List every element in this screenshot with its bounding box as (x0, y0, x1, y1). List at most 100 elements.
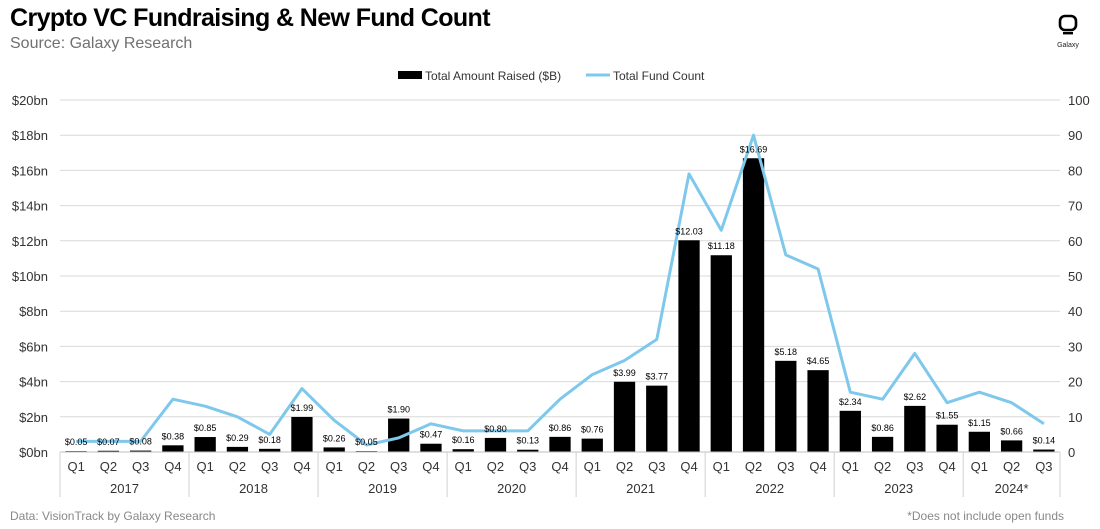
year-label: 2024* (995, 481, 1029, 496)
bar (517, 449, 539, 452)
x-tick-label: Q3 (906, 459, 923, 474)
bar (710, 255, 732, 452)
bar (162, 445, 184, 452)
bar-data-label: $0.76 (581, 425, 604, 435)
bar (742, 158, 765, 453)
y-right-tick-label: 80 (1068, 163, 1082, 178)
legend-line-label: Total Fund Count (613, 69, 705, 83)
y-axis-right: 0 10 20 30 40 50 60 70 80 90 100 (1068, 93, 1090, 460)
bar-data-label: $0.85 (194, 423, 217, 433)
bar (904, 405, 926, 452)
x-tick-label: Q1 (67, 459, 84, 474)
y-left-tick-label: $0bn (19, 445, 48, 460)
y-right-tick-label: 30 (1068, 339, 1082, 354)
bar-data-label: $0.14 (1033, 436, 1056, 446)
y-right-tick-label: 0 (1068, 445, 1075, 460)
year-label: 2019 (368, 481, 397, 496)
data-source-note: Data: VisionTrack by Galaxy Research (10, 509, 216, 523)
footnote: *Does not include open funds (907, 509, 1064, 523)
bar-data-label: $0.29 (226, 433, 249, 443)
bar (839, 410, 861, 452)
x-axis: Q1 Q2 Q3 Q4 Q1 Q2 Q3 Q4 Q1 Q2 Q3 Q4 Q1 Q2 Q3 Q4 Q1 Q2 Q3 Q4… (59, 451, 1061, 497)
bar-data-label: $1.55 (936, 411, 959, 421)
bar (613, 381, 636, 452)
bar-data-label: $1.15 (968, 418, 991, 428)
bar-data-label: $1.90 (387, 405, 410, 415)
bar-data-label: $3.77 (646, 372, 669, 382)
bar (646, 385, 668, 452)
y-left-tick-label: $12bn (12, 234, 48, 249)
x-tick-label: Q4 (293, 459, 310, 474)
bar (581, 438, 603, 452)
fund-count-line (76, 133, 1045, 447)
y-right-tick-label: 50 (1068, 269, 1082, 284)
bar-series (65, 158, 1055, 453)
x-tick-label: Q3 (777, 459, 794, 474)
y-left-tick-label: $8bn (19, 304, 48, 319)
bar-data-label: $0.47 (420, 430, 443, 440)
bar-data-label: $16.69 (740, 144, 768, 154)
bar-data-label: $12.03 (675, 226, 703, 236)
data-labels: $0.05 $0.07 $0.08 $0.38 $0.85 $0.29 $0.18 $1.99… (65, 144, 1055, 447)
x-tick-label: Q4 (164, 459, 181, 474)
y-axis-left: $0bn $2bn $4bn $6bn $8bn $10bn $12bn $14bn $16bn… (12, 93, 48, 460)
gridlines (60, 99, 1060, 418)
x-tick-label: Q3 (390, 459, 407, 474)
year-label: 2018 (239, 481, 268, 496)
x-tick-label: Q4 (809, 459, 826, 474)
bar (1000, 440, 1023, 452)
bar (549, 436, 571, 452)
bar (484, 437, 507, 452)
bar (259, 448, 281, 452)
x-tick-label: Q2 (616, 459, 633, 474)
x-tick-label: Q2 (487, 459, 504, 474)
x-tick-label: Q4 (422, 459, 439, 474)
bar (452, 449, 474, 452)
bar-data-label: $2.62 (904, 392, 927, 402)
x-tick-label: Q1 (842, 459, 859, 474)
x-tick-label: Q3 (261, 459, 278, 474)
year-label: 2021 (626, 481, 655, 496)
x-tick-label: Q4 (551, 459, 568, 474)
bar (968, 431, 990, 452)
bar-data-label: $3.99 (613, 368, 636, 378)
bar-data-label: $0.80 (484, 424, 507, 434)
y-left-tick-label: $4bn (19, 375, 48, 390)
bar-data-label: $4.65 (807, 356, 830, 366)
y-left-tick-label: $16bn (12, 163, 48, 178)
chart-subtitle: Source: Galaxy Research (10, 35, 193, 52)
bar-data-label: $0.86 (549, 423, 572, 433)
bar-data-label: $0.38 (162, 431, 185, 441)
y-right-tick-label: 90 (1068, 128, 1082, 143)
y-right-tick-label: 100 (1068, 93, 1090, 108)
bar-data-label: $0.05 (65, 437, 88, 447)
x-tick-label: Q3 (648, 459, 665, 474)
y-right-tick-label: 20 (1068, 375, 1082, 390)
bar (130, 450, 152, 452)
y-left-tick-label: $6bn (19, 339, 48, 354)
bar (388, 418, 410, 452)
y-right-tick-label: 10 (1068, 410, 1082, 425)
bar (97, 450, 120, 452)
bar-data-label: $0.16 (452, 435, 475, 445)
bar-data-label: $0.13 (516, 436, 539, 446)
x-tick-label: Q2 (874, 459, 891, 474)
x-tick-label: Q1 (971, 459, 988, 474)
bar (323, 447, 345, 452)
legend-bar-label: Total Amount Raised ($B) (425, 69, 561, 83)
x-tick-label: Q4 (938, 459, 955, 474)
bar (678, 240, 700, 452)
y-right-tick-label: 40 (1068, 304, 1082, 319)
bar (291, 416, 313, 452)
year-label: 2023 (884, 481, 913, 496)
bar-data-label: $0.66 (1000, 426, 1023, 436)
bar-data-label: $0.05 (355, 437, 378, 447)
y-left-tick-label: $10bn (12, 269, 48, 284)
x-tick-label: Q1 (196, 459, 213, 474)
bar (420, 443, 442, 452)
line-series (76, 133, 1045, 447)
year-label: 2017 (110, 481, 139, 496)
bar (194, 437, 216, 452)
x-tick-label: Q3 (519, 459, 536, 474)
